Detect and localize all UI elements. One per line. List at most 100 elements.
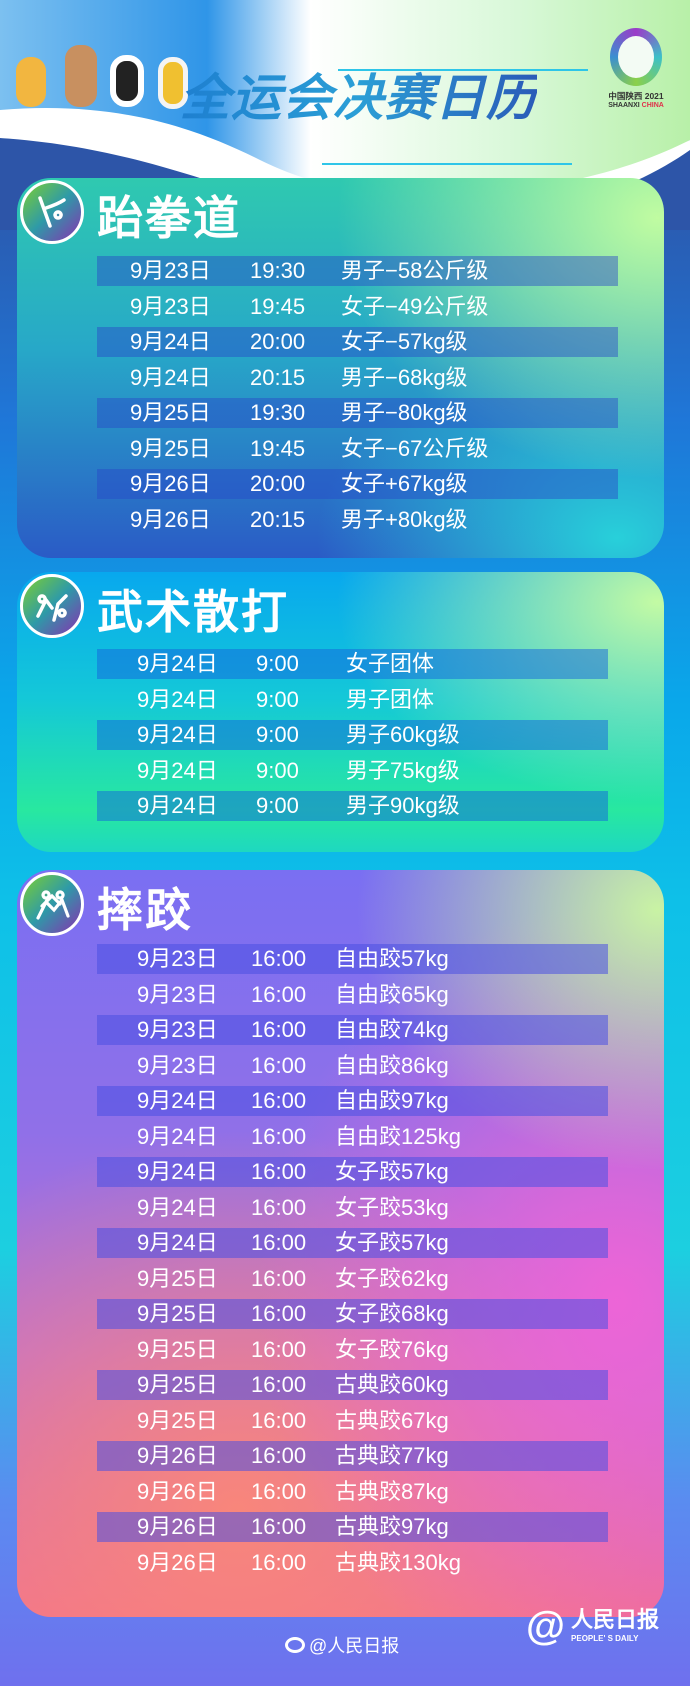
- schedule-time: 19:30: [250, 258, 306, 283]
- schedule-row: 9月26日 16:00 古典跤130kg: [97, 1548, 608, 1578]
- schedule-event: 女子−67公斤级: [341, 435, 489, 461]
- schedule-time: 16:00: [251, 1230, 307, 1255]
- schedule-row: 9月25日 19:30 男子−80kg级: [97, 398, 618, 428]
- schedule-event: 女子跤57kg: [335, 1159, 449, 1184]
- mascot-icon: [16, 57, 46, 107]
- schedule-time: 16:00: [251, 1159, 307, 1184]
- section-title: 摔跤: [97, 884, 193, 936]
- schedule-time: 16:00: [251, 1194, 307, 1220]
- peoples-daily-logo: @ 人民日报 PEOPLE' S DAILY: [526, 1604, 659, 1648]
- schedule-row: 9月25日 19:45 女子−67公斤级: [97, 434, 618, 464]
- schedule-date: 9月24日: [130, 329, 211, 354]
- schedule-time: 9:00: [256, 793, 299, 818]
- schedule-time: 16:00: [251, 1372, 307, 1397]
- schedule-event: 自由跤65kg: [335, 981, 449, 1007]
- schedule-event: 古典跤130kg: [335, 1549, 461, 1575]
- schedule-date: 9月24日: [137, 1230, 218, 1255]
- schedule-event: 自由跤86kg: [335, 1052, 449, 1078]
- page-title: 全运会决赛日历: [180, 58, 537, 130]
- schedule-row: 9月24日 9:00 女子团体: [97, 649, 608, 679]
- schedule-row: 9月24日 16:00 自由跤97kg: [97, 1086, 608, 1116]
- schedule-row: 9月23日 19:45 女子−49公斤级: [97, 292, 618, 322]
- schedule-row: 9月25日 16:00 古典跤67kg: [97, 1406, 608, 1436]
- games-logo: 中国陕西 2021 SHAANXI CHINA: [606, 28, 666, 109]
- schedule-time: 16:00: [251, 1088, 307, 1113]
- schedule-event: 男子75kg级: [346, 757, 460, 783]
- section-wushu-sanda: 武术散打 9月24日 9:00 女子团体 9月24日 9:00 男子团体 9月24日 9:00…: [17, 572, 664, 852]
- schedule-row: 9月25日 16:00 古典跤60kg: [97, 1370, 608, 1400]
- schedule-date: 9月26日: [130, 506, 211, 532]
- schedule-time: 16:00: [251, 946, 307, 971]
- schedule-event: 男子90kg级: [346, 793, 460, 818]
- section-title: 跆拳道: [97, 192, 241, 244]
- schedule-row: 9月23日 16:00 自由跤86kg: [97, 1051, 608, 1081]
- schedule-date: 9月23日: [137, 946, 218, 971]
- games-emblem-icon: [610, 28, 662, 86]
- schedule-event: 古典跤87kg: [335, 1478, 449, 1504]
- schedule-event: 女子−57kg级: [341, 329, 468, 354]
- schedule-row: 9月23日 16:00 自由跤57kg: [97, 944, 608, 974]
- schedule-row: 9月26日 16:00 古典跤97kg: [97, 1512, 608, 1542]
- brand-name-en: PEOPLE' S DAILY: [571, 1634, 639, 1643]
- title-line-bottom: [322, 163, 572, 165]
- schedule-time: 9:00: [256, 722, 299, 747]
- schedule-date: 9月24日: [137, 686, 218, 712]
- section-title: 武术散打: [97, 586, 289, 638]
- wrestling-icon: [20, 872, 84, 936]
- schedule-date: 9月24日: [137, 651, 218, 676]
- schedule-row: 9月24日 9:00 男子90kg级: [97, 791, 608, 821]
- schedule-date: 9月26日: [137, 1514, 218, 1539]
- schedule-time: 16:00: [251, 981, 307, 1007]
- schedule-row: 9月23日 16:00 自由跤65kg: [97, 980, 608, 1010]
- schedule-event: 自由跤57kg: [335, 946, 449, 971]
- schedule-time: 16:00: [251, 1123, 307, 1149]
- schedule-event: 女子跤53kg: [335, 1194, 449, 1220]
- schedule-event: 自由跤74kg: [335, 1017, 449, 1042]
- schedule-date: 9月25日: [130, 435, 211, 461]
- schedule-event: 女子跤57kg: [335, 1230, 449, 1255]
- schedule-time: 20:15: [250, 364, 306, 390]
- schedule-date: 9月24日: [137, 793, 218, 818]
- schedule-time: 19:45: [250, 435, 306, 461]
- title-line-top: [338, 69, 588, 71]
- schedule-date: 9月24日: [137, 1194, 218, 1220]
- schedule-date: 9月25日: [137, 1265, 218, 1291]
- schedule-time: 16:00: [251, 1478, 307, 1504]
- schedule-time: 16:00: [251, 1301, 307, 1326]
- mascot-icon: [158, 57, 188, 109]
- sanda-icon: [20, 574, 84, 638]
- schedule-row: 9月25日 16:00 女子跤76kg: [97, 1335, 608, 1365]
- schedule-row: 9月24日 20:00 女子−57kg级: [97, 327, 618, 357]
- schedule-time: 16:00: [251, 1549, 307, 1575]
- schedule-row: 9月24日 16:00 女子跤57kg: [97, 1228, 608, 1258]
- schedule-date: 9月26日: [130, 471, 211, 496]
- mascots: [10, 35, 190, 130]
- schedule-date: 9月23日: [130, 293, 211, 319]
- schedule-date: 9月24日: [130, 364, 211, 390]
- schedule-event: 男子60kg级: [346, 722, 460, 747]
- schedule-time: 9:00: [256, 686, 299, 712]
- schedule-event: 男子−58公斤级: [341, 258, 489, 283]
- schedule-event: 女子跤62kg: [335, 1265, 449, 1291]
- schedule-row: 9月26日 20:00 女子+67kg级: [97, 469, 618, 499]
- schedule-date: 9月23日: [137, 1052, 218, 1078]
- schedule-date: 9月26日: [137, 1478, 218, 1504]
- schedule-row: 9月24日 16:00 女子跤53kg: [97, 1193, 608, 1223]
- schedule-event: 古典跤97kg: [335, 1514, 449, 1539]
- schedule-row: 9月24日 9:00 男子75kg级: [97, 756, 608, 786]
- schedule-row: 9月24日 9:00 男子团体: [97, 685, 608, 715]
- schedule-row: 9月24日 9:00 男子60kg级: [97, 720, 608, 750]
- schedule-date: 9月24日: [137, 1088, 218, 1113]
- schedule-date: 9月25日: [137, 1301, 218, 1326]
- schedule-date: 9月25日: [137, 1372, 218, 1397]
- weibo-icon: [285, 1637, 305, 1653]
- schedule-date: 9月26日: [137, 1549, 218, 1575]
- logo-text: 中国陕西 2021: [608, 91, 664, 101]
- schedule-time: 16:00: [251, 1017, 307, 1042]
- schedule-event: 男子−68kg级: [341, 364, 468, 390]
- schedule-date: 9月24日: [137, 1123, 218, 1149]
- schedule-time: 16:00: [251, 1443, 307, 1468]
- schedule-time: 20:15: [250, 506, 306, 532]
- schedule-time: 19:45: [250, 293, 306, 319]
- schedule-event: 女子+67kg级: [341, 471, 468, 496]
